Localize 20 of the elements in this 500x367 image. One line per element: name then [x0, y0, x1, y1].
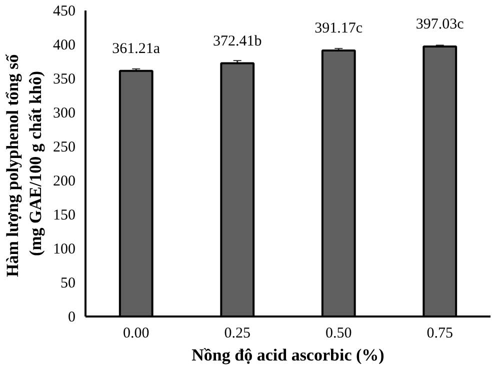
- x-axis-title: Nồng độ acid ascorbic (%): [192, 346, 384, 364]
- y-tick-label: 50: [60, 276, 76, 292]
- data-label: 372.41b: [213, 33, 262, 50]
- data-label: 361.21a: [112, 40, 160, 57]
- y-axis-title: Hàm lượng polyphenol tổng số (mg GAE/100 g chất khô): [3, 54, 45, 277]
- x-tick-label: 0.50: [326, 326, 352, 342]
- y-tick-label: 0: [68, 310, 76, 326]
- y-tick-label: 300: [53, 106, 76, 122]
- x-tick-label: 0.25: [224, 326, 250, 342]
- data-label: 397.03c: [416, 16, 464, 33]
- y-tick-label: 150: [53, 208, 76, 224]
- y-tick-label: 350: [53, 72, 76, 88]
- y-tick-label: 100: [53, 242, 76, 258]
- y-tick-label: 250: [53, 140, 76, 156]
- y-tick-label: 200: [53, 174, 76, 190]
- x-tick-label: 0.00: [123, 326, 150, 342]
- x-tick-label: 0.75: [426, 326, 453, 342]
- y-tick-label: 450: [53, 4, 76, 20]
- data-label: 391.17c: [314, 20, 363, 37]
- y-tick-label: 400: [53, 38, 76, 54]
